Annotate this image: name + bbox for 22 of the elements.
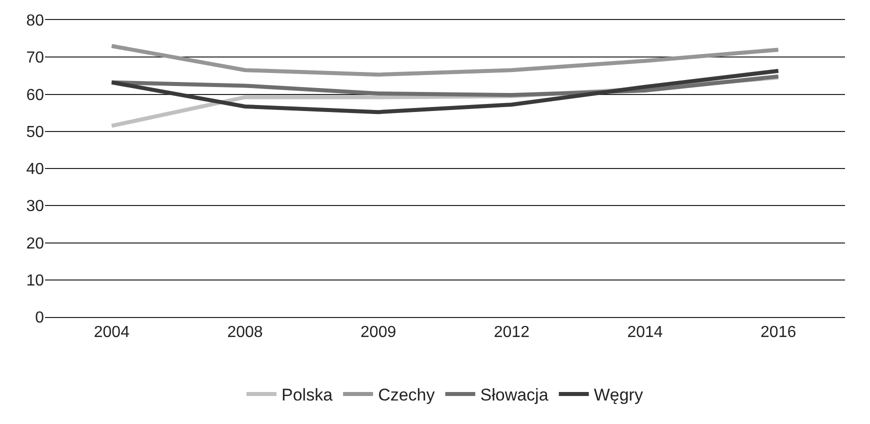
x-tick-label: 2016	[760, 324, 796, 342]
y-tick-label: 0	[35, 310, 44, 327]
y-tick-label: 70	[26, 50, 44, 67]
y-tick-label: 40	[26, 161, 44, 178]
legend-label: Polska	[282, 386, 334, 405]
x-tick-label: 2014	[627, 324, 663, 342]
x-tick-label: 2012	[494, 324, 530, 342]
line-series	[110, 44, 780, 77]
x-tick-label: 2008	[227, 324, 263, 342]
y-tick-label: 50	[26, 124, 44, 141]
x-tick-label: 2004	[94, 324, 130, 342]
y-tick-label: 30	[26, 198, 44, 216]
legend-label: Czechy	[378, 386, 436, 405]
y-tick-label: 10	[26, 272, 44, 290]
line-series	[110, 68, 780, 114]
line-series	[110, 74, 780, 97]
y-tick-label: 60	[26, 86, 44, 104]
y-tick-label: 80	[26, 12, 44, 30]
y-tick-label: 20	[26, 235, 44, 252]
legend-label: Węgry	[594, 386, 644, 405]
x-tick-label: 2009	[360, 324, 396, 342]
legend-label: Słowacja	[480, 386, 549, 405]
